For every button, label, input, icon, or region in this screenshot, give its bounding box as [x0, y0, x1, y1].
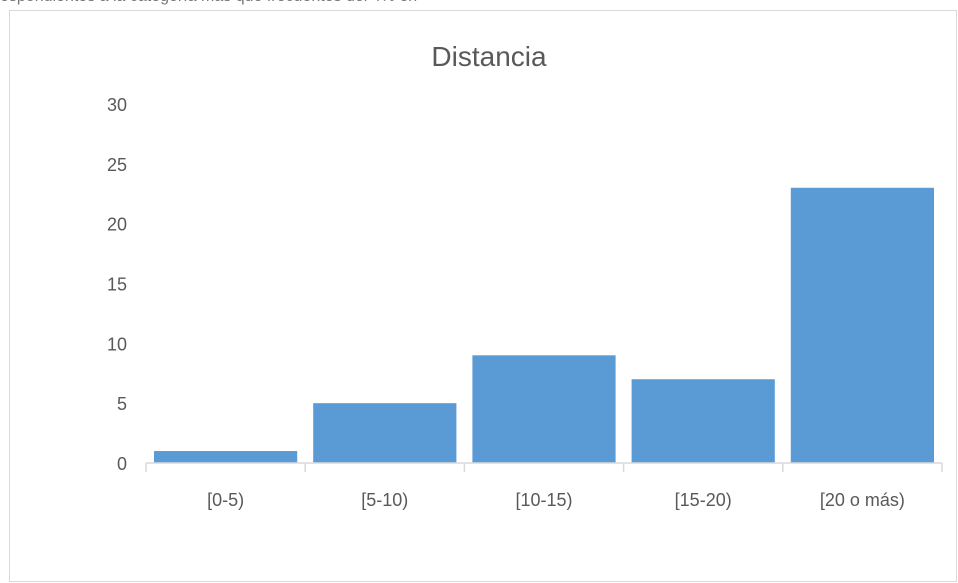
bar-0: [154, 451, 298, 463]
bar-4: [790, 187, 934, 463]
x-axis-labels: [0-5) [5-10) [10-15) [15-20) [20 o más): [207, 490, 905, 510]
bar-2: [472, 355, 616, 463]
y-tick-label: 20: [107, 215, 127, 235]
bars-group: [154, 187, 934, 463]
y-tick-label: 30: [107, 95, 127, 115]
bar-3: [631, 379, 775, 463]
bar-1: [313, 403, 457, 463]
top-caption-text: espondientes a la categoría mas que frec…: [0, 0, 958, 8]
x-tick-label: [0-5): [207, 490, 244, 510]
x-tick-label: [5-10): [361, 490, 408, 510]
y-tick-label: 10: [107, 334, 127, 354]
y-tick-label: 25: [107, 155, 127, 175]
y-axis-labels: 0 5 10 15 20 25 30: [107, 95, 127, 474]
x-tick-label: [15-20): [675, 490, 732, 510]
y-tick-label: 15: [107, 275, 127, 295]
x-tick-label: [10-15): [515, 490, 572, 510]
y-tick-label: 0: [117, 454, 127, 474]
x-tick-label: [20 o más): [820, 490, 905, 510]
y-tick-label: 5: [117, 394, 127, 414]
x-axis-ticks: [145, 463, 943, 472]
chart-title: Distancia: [431, 41, 547, 72]
